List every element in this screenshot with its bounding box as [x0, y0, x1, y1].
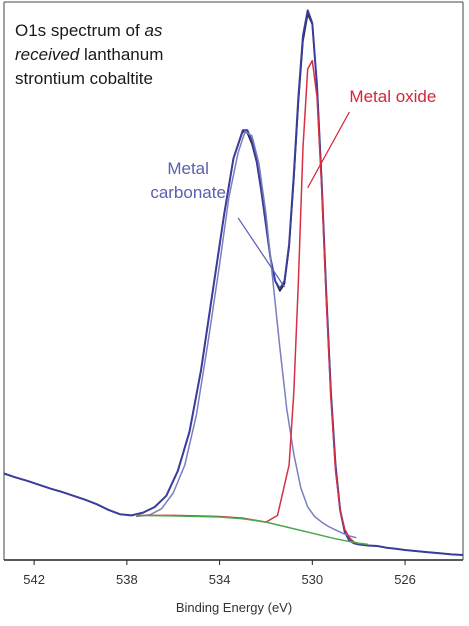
x-tick-label: 534 — [209, 572, 231, 587]
annotation-leader-0 — [307, 111, 350, 189]
chart-title-text-2: lanthanum — [79, 45, 163, 64]
chart-title-line-1: O1s spectrum of as — [15, 21, 163, 40]
x-tick-label: 542 — [23, 572, 45, 587]
x-axis-label: Binding Energy (eV) — [176, 600, 292, 615]
series-line-2 — [136, 130, 357, 539]
annotation-label-1: carbonate — [150, 183, 226, 202]
chart-title-italic-1: as — [144, 21, 162, 40]
x-tick-label: 538 — [116, 572, 138, 587]
chart-title-text-1: O1s spectrum of — [15, 21, 144, 40]
chart-title-line-2: received lanthanum — [15, 45, 163, 64]
x-tick-label: 530 — [301, 572, 323, 587]
series-line-1 — [3, 9, 464, 556]
chart-title-italic-2: received — [15, 45, 80, 64]
series-layer — [3, 9, 464, 556]
annotation-leader-1 — [237, 217, 285, 288]
annotation-label-1: Metal — [167, 159, 209, 178]
x-tick-label: 526 — [394, 572, 416, 587]
annotation-label-0: Metal oxide — [349, 87, 436, 106]
series-line-4 — [136, 514, 369, 546]
x-axis-ticks: 542 538 534 530 526 — [23, 560, 416, 587]
annotation-layer: Metal oxide Metal carbonate — [150, 87, 436, 288]
chart-title-line-3: strontium cobaltite — [15, 69, 153, 88]
